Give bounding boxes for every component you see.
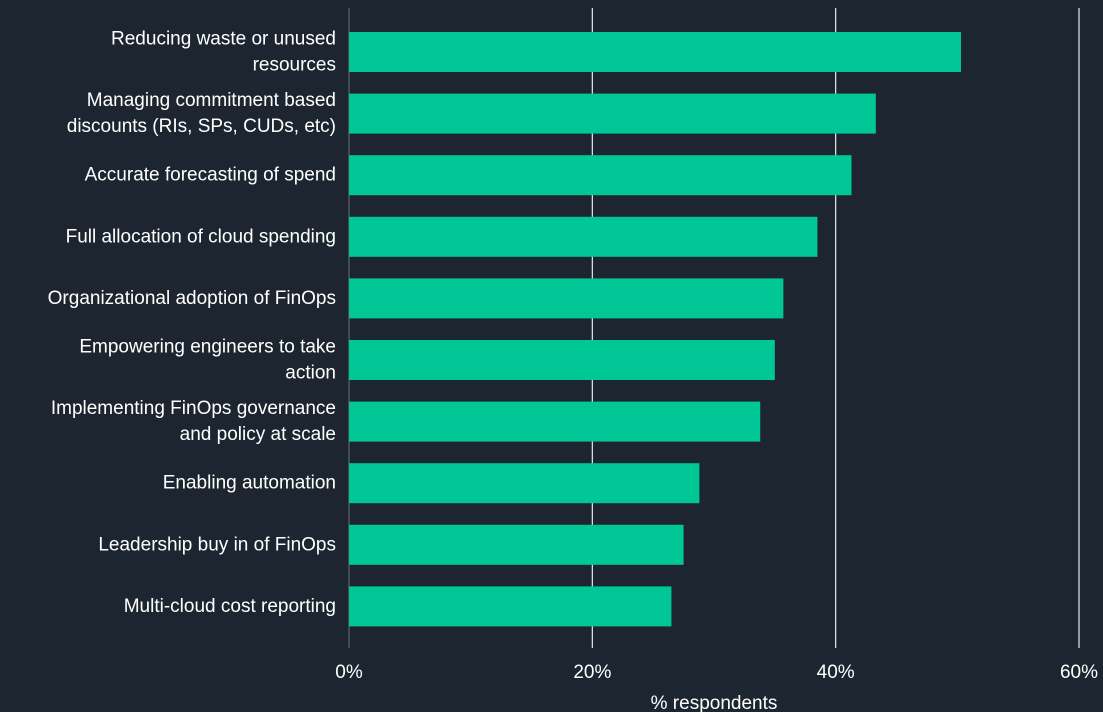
bar	[349, 586, 672, 627]
bar	[349, 32, 961, 72]
bar	[349, 463, 700, 504]
bar	[349, 401, 761, 442]
x-tick-label: 0%	[335, 662, 363, 683]
category-label: and policy at scale	[180, 424, 336, 445]
category-label: Enabling automation	[163, 473, 336, 494]
bar	[349, 278, 784, 319]
category-label: Accurate forecasting of spend	[85, 165, 336, 186]
category-label: resources	[253, 55, 336, 76]
bar	[349, 93, 876, 134]
category-label: Reducing waste or unused	[111, 29, 336, 50]
category-label: action	[285, 363, 336, 384]
bar	[349, 524, 684, 565]
category-label: Implementing FinOps governance	[51, 398, 336, 419]
category-label: Empowering engineers to take	[79, 337, 336, 358]
category-label: Managing commitment based	[87, 90, 336, 111]
category-label: Full allocation of cloud spending	[66, 226, 336, 247]
x-axis-label: % respondents	[651, 693, 778, 712]
bar	[349, 340, 775, 380]
category-label: discounts (RIs, SPs, CUDs, etc)	[67, 116, 336, 137]
category-label: Multi-cloud cost reporting	[124, 596, 336, 617]
x-tick-label: 60%	[1060, 662, 1098, 683]
category-label: Organizational adoption of FinOps	[48, 288, 336, 309]
category-label: Leadership buy in of FinOps	[98, 534, 336, 555]
x-tick-label: 20%	[573, 662, 611, 683]
bar	[349, 216, 818, 257]
x-tick-label: 40%	[817, 662, 855, 683]
bar	[349, 155, 852, 196]
